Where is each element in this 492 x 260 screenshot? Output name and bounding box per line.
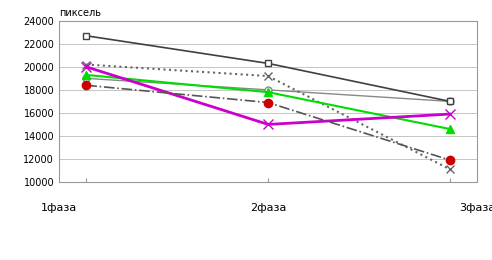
Text: пиксель: пиксель [59,8,101,18]
Text: 2фаза: 2фаза [250,203,286,213]
Text: 1фаза: 1фаза [41,203,77,213]
Text: 3фаза: 3фаза [459,203,492,213]
